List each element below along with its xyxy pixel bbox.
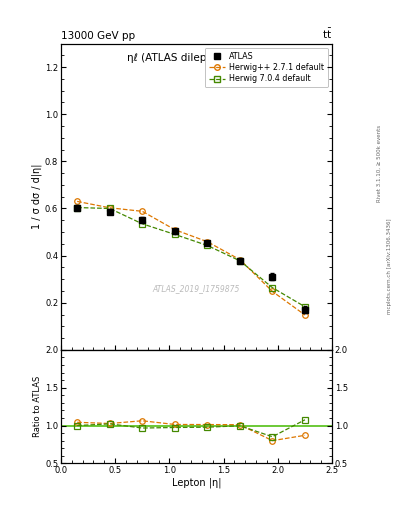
Text: mcplots.cern.ch [arXiv:1306.3436]: mcplots.cern.ch [arXiv:1306.3436] [387, 219, 391, 314]
Text: ηℓ (ATLAS dileptonic ttbar): ηℓ (ATLAS dileptonic ttbar) [127, 53, 266, 62]
Y-axis label: 1 / σ dσ / d|η|: 1 / σ dσ / d|η| [31, 164, 42, 229]
Text: ATLAS_2019_I1759875: ATLAS_2019_I1759875 [153, 284, 240, 293]
Text: t$\bar{\mathrm{t}}$: t$\bar{\mathrm{t}}$ [322, 27, 332, 41]
Text: 13000 GeV pp: 13000 GeV pp [61, 31, 135, 41]
Y-axis label: Ratio to ATLAS: Ratio to ATLAS [33, 376, 42, 437]
X-axis label: Lepton |η|: Lepton |η| [172, 478, 221, 488]
Legend: ATLAS, Herwig++ 2.7.1 default, Herwig 7.0.4 default: ATLAS, Herwig++ 2.7.1 default, Herwig 7.… [205, 48, 328, 88]
Text: Rivet 3.1.10, ≥ 500k events: Rivet 3.1.10, ≥ 500k events [377, 125, 382, 202]
